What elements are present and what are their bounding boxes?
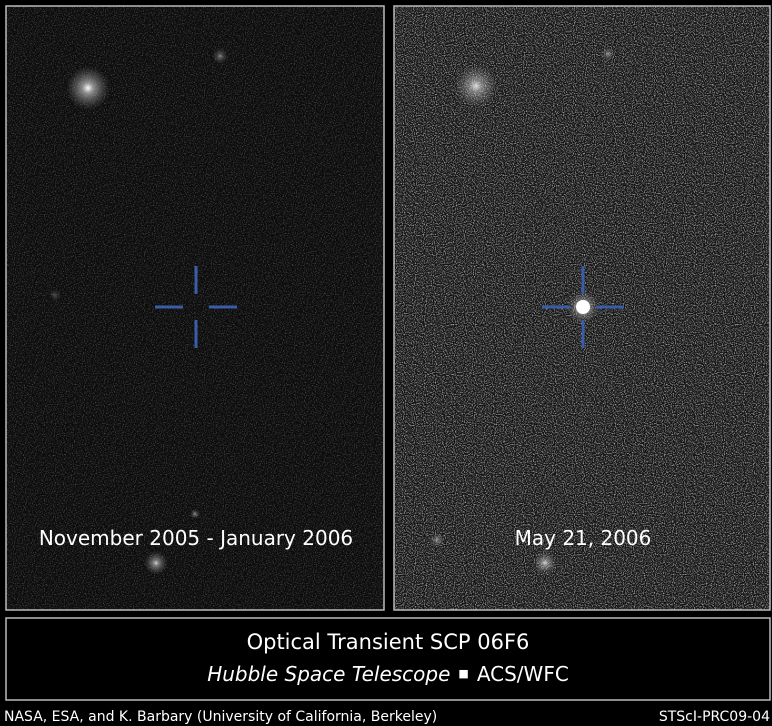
panel-caption: November 2005 - January 2006: [39, 526, 353, 550]
panel-right: May 21, 2006: [393, 5, 771, 611]
subtitle: Hubble Space Telescope ■ ACS/WFC: [207, 662, 569, 686]
star: [49, 289, 61, 301]
instrument: ACS/WFC: [477, 662, 569, 686]
panel-border: [393, 5, 771, 611]
title-border: [5, 617, 771, 701]
panel-caption: May 21, 2006: [515, 526, 652, 550]
crosshair: [155, 266, 237, 348]
galaxy: [533, 551, 557, 575]
credit-right: STScI-PRC09-04: [659, 709, 770, 725]
crosshair: [542, 266, 624, 348]
title-box: Optical Transient SCP 06F6 Hubble Space …: [5, 617, 771, 701]
panel-border: [5, 5, 385, 611]
galaxy: [601, 47, 615, 61]
galaxy: [454, 64, 498, 108]
separator: ■: [458, 667, 468, 680]
title: Optical Transient SCP 06F6: [247, 630, 530, 654]
noise: [6, 6, 384, 610]
transient-core: [576, 300, 590, 314]
credit-left: NASA, ESA, and K. Barbary (University of…: [4, 709, 437, 725]
telescope: Hubble Space Telescope: [207, 662, 450, 686]
panel-left: November 2005 - January 2006: [5, 5, 385, 611]
star: [190, 509, 200, 519]
galaxy: [144, 551, 168, 575]
galaxy: [66, 66, 110, 110]
galaxy: [212, 48, 228, 64]
galaxy: [429, 532, 445, 548]
